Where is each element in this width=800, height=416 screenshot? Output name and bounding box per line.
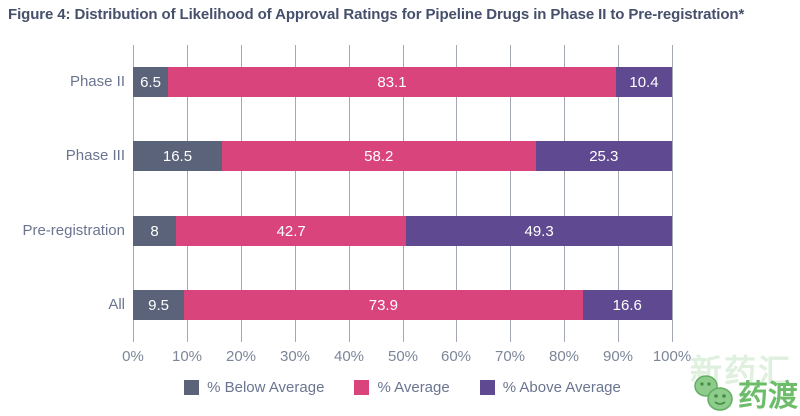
gridline [240,45,242,342]
bar-row: 16.5 58.2 25.3 [133,141,672,171]
gridline [618,45,620,342]
y-axis-label: Pre-registration [22,222,125,239]
bar-row: 8 42.7 49.3 [133,216,672,246]
bar-value-label: 16.5 [162,147,193,165]
bar-value-label: 16.6 [612,296,642,314]
mascot-icon [694,375,733,411]
x-axis-tick-label: 70% [494,348,526,365]
x-axis-tick-label: 90% [602,348,634,365]
bar-value-label: 25.3 [589,147,619,165]
bar-segment: 58.2 [221,141,536,171]
chart-legend: % Below Average % Average % Above Average [133,379,672,396]
gridline [294,45,296,342]
bar-segment: 16.5 [133,141,222,171]
x-axis-tick-label: 50% [387,348,419,365]
bar-value-label: 42.7 [276,222,306,240]
legend-item: % Average [354,379,450,396]
gridline [402,45,404,342]
gridline [510,45,512,342]
bar-value-label: 83.1 [377,73,407,91]
x-axis-tick-label: 20% [225,348,257,365]
bar-value-label: 8 [150,222,159,240]
bar-segment: 83.1 [168,67,616,97]
x-axis-tick-label: 0% [122,348,144,365]
bar-segment: 42.7 [176,216,407,246]
bar-value-label: 10.4 [629,73,659,91]
x-axis-tick-label: 30% [279,348,311,365]
y-axis-label: Phase III [65,147,125,164]
chart-title: Figure 4: Distribution of Likelihood of … [8,6,745,23]
bar-row: 9.5 73.9 16.6 [133,290,672,320]
legend-swatch-icon [184,380,200,395]
bar-segment: 16.6 [582,290,672,320]
x-axis-tick-label: 80% [548,348,580,365]
bar-row: 6.5 83.1 10.4 [133,67,672,97]
legend-label: % Above Average [502,379,621,396]
bar-segment: 10.4 [615,67,672,97]
bar-value-label: 9.5 [148,296,170,314]
legend-swatch-icon [354,380,370,395]
x-axis-tick-label: 10% [171,348,203,365]
bar-segment: 6.5 [133,67,169,97]
watermark-background-text: 新药汇 [689,353,792,389]
gridline [186,45,188,342]
x-axis-tick-label: 60% [440,348,472,365]
plot-area: 6.5 83.1 10.4 16.5 58.2 25.3 8 42.7 49.3 9.5 73.9 1… [133,45,673,342]
bar-value-label: 49.3 [524,222,554,240]
bar-value-label: 6.5 [140,73,161,91]
x-axis-tick-label: 40% [333,348,365,365]
bar-segment: 73.9 [184,290,583,320]
bar-segment: 25.3 [535,141,672,171]
gridline [564,45,566,342]
legend-label: % Below Average [207,379,325,396]
x-axis-tick-label: 100% [652,348,692,365]
gridline [348,45,350,342]
y-axis-label: All [108,296,125,313]
gridline [672,45,673,342]
watermark-logo-text: 药渡 [738,380,798,413]
gridline [456,45,458,342]
gridline [133,45,134,342]
legend-item: % Below Average [184,379,324,396]
legend-swatch-icon [479,380,495,395]
y-axis-label: Phase II [69,73,125,90]
bar-segment: 8 [133,216,177,246]
bar-value-label: 58.2 [364,147,394,165]
legend-item: % Above Average [479,379,621,396]
bar-value-label: 73.9 [368,296,398,314]
legend-label: % Average [377,379,450,396]
bar-segment: 49.3 [406,216,672,246]
bar-segment: 9.5 [133,290,185,320]
